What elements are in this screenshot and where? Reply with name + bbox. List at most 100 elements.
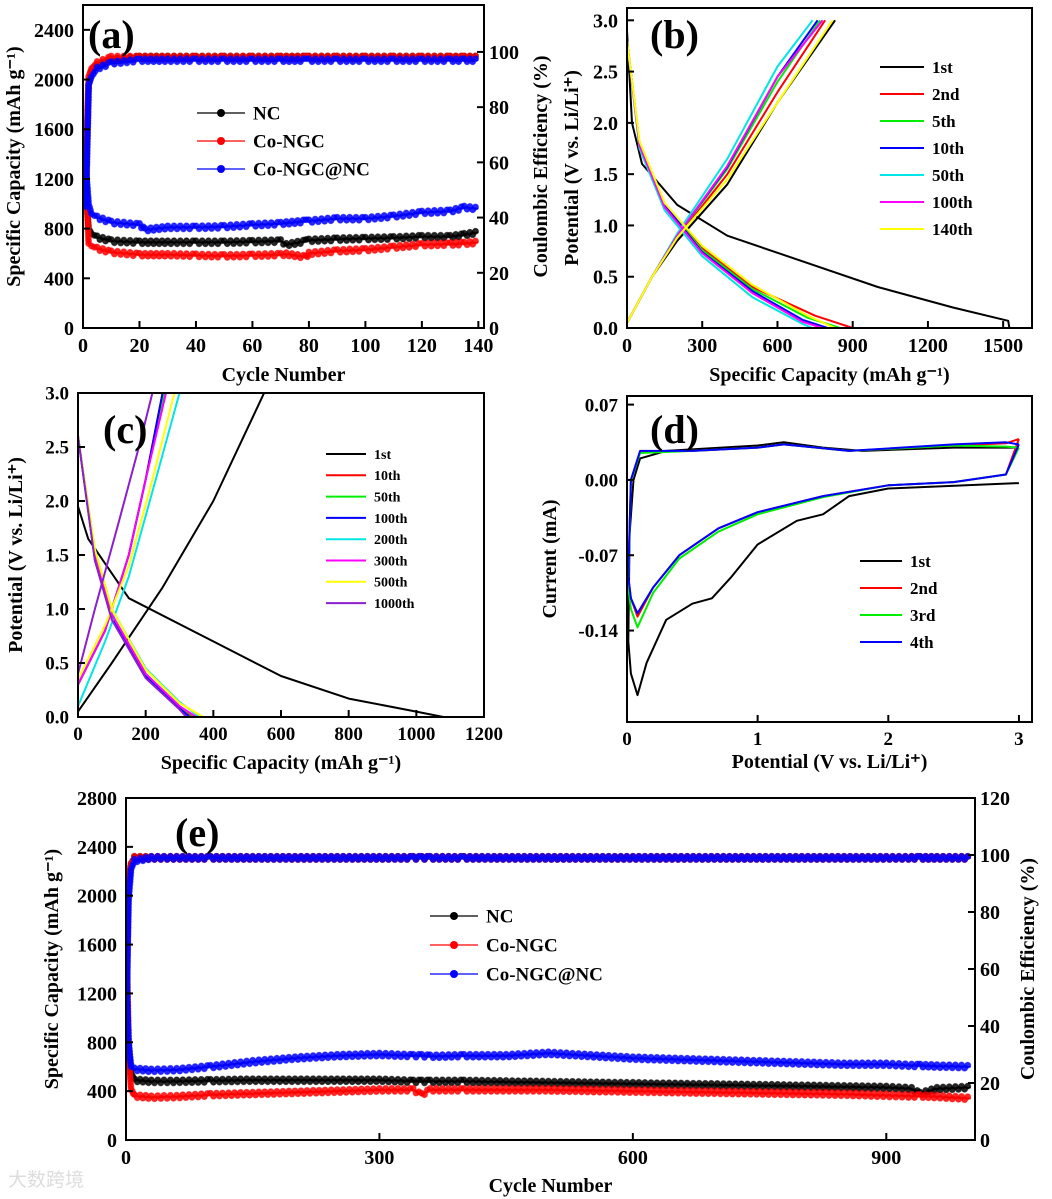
legend-item: Co-NGC bbox=[430, 936, 558, 957]
data-point bbox=[964, 1061, 972, 1069]
panel-a: 0 20 40 60 80 100 120 1400400800120016002000240… bbox=[3, 4, 552, 386]
y2-axis-title: Coulombic Efficiency (%) bbox=[1017, 858, 1039, 1080]
plot-area bbox=[83, 52, 479, 262]
x-tick-label: 1 bbox=[753, 729, 763, 750]
y-tick-label: 0.0 bbox=[45, 708, 69, 729]
y-axis-title: Current (mA) bbox=[539, 499, 561, 618]
legend-item: 10th bbox=[880, 139, 965, 158]
legend-label: 500th bbox=[374, 576, 408, 591]
y2-tick-label: 80 bbox=[980, 902, 1000, 924]
series-co-ngc-ce bbox=[83, 52, 479, 175]
y2-tick-label: 20 bbox=[980, 1073, 1000, 1095]
panel-b: 0 300 600 900 1200 1500 0.0 0.5 1.0 1.5 2.0 2.5 3.0 S… bbox=[561, 7, 1033, 386]
y2-tick-label: 0 bbox=[489, 318, 499, 340]
y-tick-label: 1.5 bbox=[593, 164, 618, 186]
x-tick-label: 600 bbox=[618, 1147, 648, 1169]
legend-label: 1st bbox=[374, 448, 391, 463]
curve bbox=[78, 393, 266, 713]
legend-label: 2nd bbox=[932, 85, 960, 104]
x-tick-label: 1000 bbox=[397, 724, 435, 745]
y-tick-label: 1200 bbox=[77, 983, 117, 1005]
y-tick-label: 0.5 bbox=[593, 267, 618, 289]
legend-label: NC bbox=[253, 104, 280, 125]
legend-label: 140th bbox=[932, 220, 973, 239]
y-tick-label: 400 bbox=[87, 1081, 117, 1103]
series-100th bbox=[627, 19, 824, 328]
x-axis-title: Cycle Number bbox=[222, 364, 346, 386]
legend-item: 1st bbox=[326, 448, 391, 463]
curve bbox=[78, 393, 167, 686]
curve bbox=[78, 393, 181, 707]
y-tick-label: 0 bbox=[107, 1130, 117, 1152]
legend-marker bbox=[450, 970, 458, 978]
series-1000th bbox=[78, 393, 188, 717]
legend-label: 50th bbox=[932, 166, 965, 185]
x-tick-label: 60 bbox=[242, 335, 262, 357]
y2-tick-label: 40 bbox=[489, 208, 509, 230]
x-tick-label: 400 bbox=[199, 724, 228, 745]
data-point bbox=[472, 203, 479, 211]
x-axis-title: Potential (V vs. Li/Li⁺) bbox=[732, 751, 928, 773]
legend-marker bbox=[450, 941, 458, 949]
curve bbox=[627, 30, 1011, 328]
legend-marker bbox=[217, 137, 225, 145]
y-tick-label: 2.5 bbox=[45, 438, 69, 459]
y-axis-title: Potential (V vs. Li/Li⁺) bbox=[561, 70, 583, 266]
legend-label: Co-NGC@NC bbox=[486, 965, 603, 986]
x-tick-label: 300 bbox=[364, 1147, 394, 1169]
y-tick-label: 3.0 bbox=[45, 384, 69, 405]
x-tick-label: 80 bbox=[299, 335, 319, 357]
panel-label: (b) bbox=[650, 12, 699, 57]
legend: 1st 2nd 3rd 4th bbox=[860, 552, 938, 652]
y-tick-label: 2400 bbox=[77, 837, 117, 859]
x-tick-label: 600 bbox=[267, 724, 296, 745]
legend: NC Co-NGC Co-NGC@NC bbox=[430, 907, 603, 986]
legend-item: Co-NGC bbox=[197, 132, 325, 153]
x-tick-label: 120 bbox=[407, 335, 437, 357]
watermark: 大数跨境 bbox=[8, 1169, 85, 1191]
legend-marker bbox=[217, 165, 225, 173]
legend-item: 5th bbox=[880, 112, 956, 131]
x-tick-label: 600 bbox=[762, 335, 792, 357]
x-tick-label: 200 bbox=[131, 724, 160, 745]
y-tick-label: 2800 bbox=[77, 788, 117, 810]
y2-tick-label: 100 bbox=[489, 42, 519, 64]
legend-label: Co-NGC bbox=[253, 132, 325, 153]
curve bbox=[627, 19, 834, 324]
legend-label: 4th bbox=[910, 633, 934, 652]
data-point bbox=[964, 1093, 972, 1101]
legend-label: 100th bbox=[374, 512, 408, 527]
legend-item: 1st bbox=[860, 552, 931, 571]
legend-label: 1000th bbox=[374, 597, 415, 612]
legend-item: 500th bbox=[326, 576, 408, 591]
plot-area bbox=[126, 852, 972, 1104]
series-co-ngc-nc bbox=[83, 163, 479, 235]
curve bbox=[627, 443, 1020, 629]
y-tick-label: 800 bbox=[87, 1032, 117, 1054]
y-axis-title: Specific Capacity (mAh g⁻¹) bbox=[41, 849, 63, 1089]
legend-item: 1st bbox=[880, 58, 953, 77]
series-nc bbox=[126, 959, 972, 1098]
panel-label: (e) bbox=[175, 810, 219, 855]
y-tick-label: 2.0 bbox=[45, 492, 69, 513]
series-140th bbox=[627, 19, 836, 328]
curve bbox=[627, 40, 823, 328]
x-tick-label: 1200 bbox=[908, 335, 948, 357]
series-co-ngc-nc-ce bbox=[126, 852, 972, 1001]
plot-area bbox=[627, 438, 1020, 697]
curve bbox=[78, 436, 204, 717]
series-4th bbox=[627, 441, 1020, 615]
x-tick-label: 2 bbox=[884, 729, 894, 750]
plot-frame bbox=[626, 395, 1033, 723]
legend-marker bbox=[217, 109, 225, 117]
legend-label: Co-NGC bbox=[486, 936, 558, 957]
x-tick-label: 100 bbox=[350, 335, 380, 357]
legend-item: NC bbox=[430, 907, 513, 928]
panel-c: 0 200 400 600 800 1000 1200 0.0 0.5 1.0 1.5 2.0 2.5 3… bbox=[5, 384, 503, 774]
curve bbox=[78, 436, 197, 717]
y-tick-label: 1.0 bbox=[45, 600, 69, 621]
legend-item: 2nd bbox=[860, 579, 938, 598]
y-axis-title: Specific Capacity (mAh g⁻¹) bbox=[3, 46, 25, 286]
y2-tick-label: 100 bbox=[980, 845, 1010, 867]
y-tick-label: 1.5 bbox=[45, 546, 69, 567]
